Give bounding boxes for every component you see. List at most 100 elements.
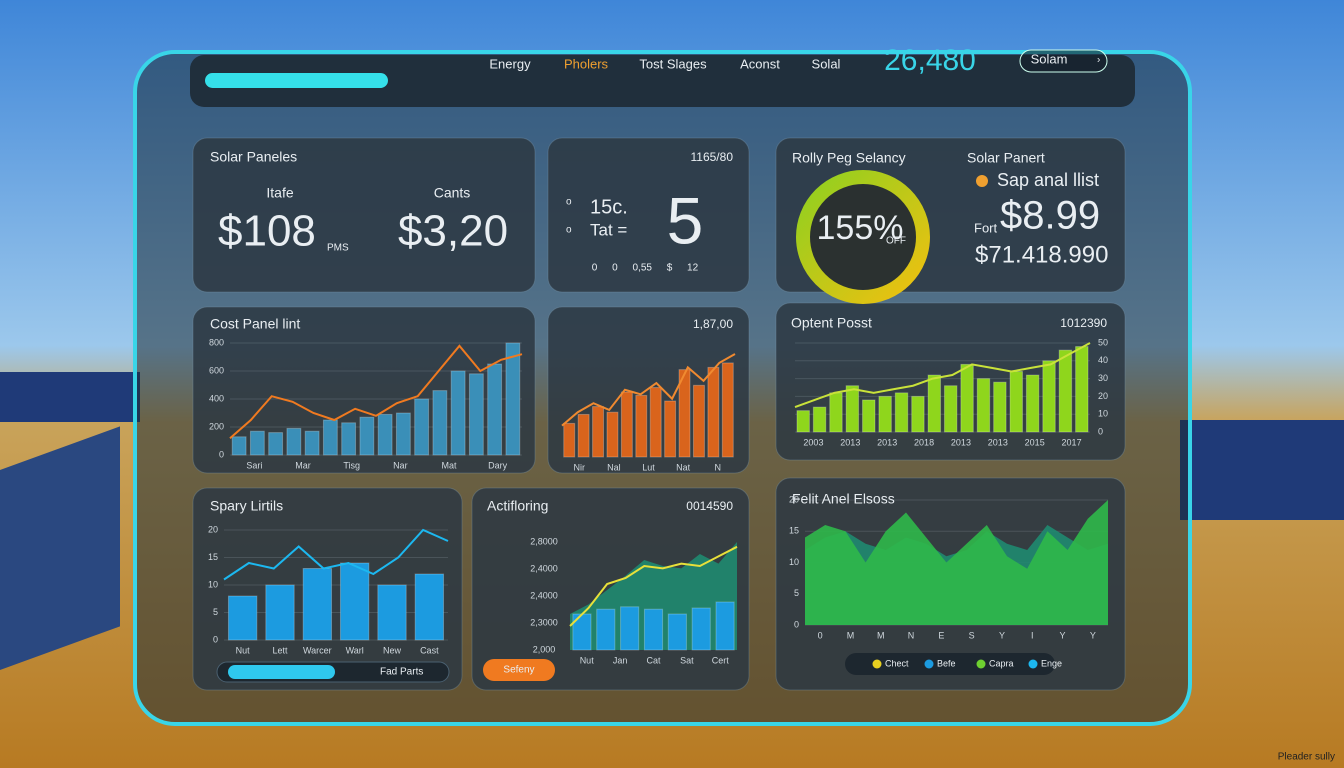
card-title: Solar Paneles [210,149,297,165]
line [569,545,738,627]
x-tick-label: M [877,630,885,640]
x-tick-label: Nut [580,655,595,665]
x-tick-label: New [383,645,402,655]
progress-label: Fad Parts [380,667,423,678]
unit: PMS [327,243,349,254]
card-header: 1165/80 [691,150,734,164]
x-tick-label: Warl [346,645,364,655]
x-tick-label: 2013 [840,437,860,447]
dropdown-label[interactable]: Solam [1031,51,1068,66]
bar [286,427,302,456]
y-tick-label: 0 [213,634,218,644]
bar [976,378,991,433]
legend-dot [1028,659,1038,669]
bar [721,362,734,458]
x-tick-label: Nut [236,645,251,655]
x-tick-label: 2013 [877,437,897,447]
line: 15c. [590,196,628,218]
legend-label: Enge [1041,658,1062,668]
bar [304,430,320,456]
bar [1042,360,1056,433]
x-tick-label: 2013 [951,437,971,447]
card [547,137,750,293]
line [229,344,523,439]
y-tick-label: 10 [789,557,799,567]
x-tick-label: 0 [818,630,823,640]
bar [395,412,411,456]
x-tick-label: Jan [613,655,628,665]
y-tick-label: 5 [213,607,218,617]
gauge-ring [796,170,930,304]
bar [1075,346,1089,433]
x-tick-label: Y [1090,630,1096,640]
y-tick-label: 20 [1098,391,1108,401]
y-axis-text: 2,3000 [530,617,558,627]
card-title: Solar Panert [967,150,1045,166]
x-tick-label: Mar [295,460,311,470]
bar [707,366,720,458]
bar [231,436,247,456]
nav-tab[interactable]: Aconst [740,56,780,71]
legend-dot [872,659,882,669]
bar [796,410,810,433]
x-tick-label: M [847,630,855,640]
chart-header: 1012390 [1060,316,1107,330]
bar [927,374,942,433]
chart-title: Felit Anel Elsoss [792,491,895,507]
x-tick-label: Warcer [303,645,332,655]
area [805,500,1108,625]
bar [577,413,590,458]
x-tick-label: Mat [441,460,457,470]
bar [432,390,448,456]
y-tick-label: 600 [209,365,224,375]
line [223,528,449,581]
bar [878,395,892,433]
x-tick-label: Sari [246,460,262,470]
action-button[interactable] [483,659,555,681]
x-tick-label: Nar [393,460,408,470]
x-tick-label: Lett [272,645,288,655]
gauge-note: OFF [886,236,906,247]
nav-tab[interactable]: Pholers [564,56,609,71]
dropdown[interactable] [1019,49,1108,73]
y-tick-label: 5 [794,588,799,598]
y-tick-label: 0 [794,619,799,629]
bar [414,398,430,456]
label: Cants [434,185,471,201]
chart-header: 1,87,00 [693,317,733,331]
chart-title: Cost Panel lint [210,316,300,332]
bar [911,395,925,433]
bar [265,584,295,641]
watermark: Pleader sully [1278,752,1335,763]
bar [592,406,605,458]
nav-tab[interactable]: Energy [489,56,531,71]
bar [359,416,375,456]
card-title: Rolly Peg Selancy [792,150,906,166]
legend-box [845,653,1055,675]
bar [227,595,258,641]
x-tick-label: Tisg [343,460,360,470]
value: $3,20 [398,207,508,256]
bar [468,373,484,456]
y-tick-label: 200 [209,421,224,431]
bar [643,608,664,651]
x-tick-label: Cert [712,655,730,665]
top-bar [190,55,1135,107]
bar [487,363,503,456]
legend-dot [924,659,934,669]
nav-tab[interactable]: Tost Slages [639,56,707,71]
y-axis-text: 2,8000 [530,536,558,546]
y-tick-label: 20 [789,494,799,504]
x-tick-label: 2015 [1025,437,1045,447]
x-tick-label: 2003 [803,437,823,447]
x-tick-label: Sat [680,655,694,665]
progress-fill [228,665,335,679]
bar [596,608,616,651]
nav-tab[interactable]: Solal [812,56,841,71]
bullet-text: Sap anal llist [997,170,1099,190]
y-tick-label: 10 [208,579,218,589]
label: Itafe [266,185,293,201]
bar [960,363,974,433]
button-label[interactable]: Sefeny [503,665,534,676]
